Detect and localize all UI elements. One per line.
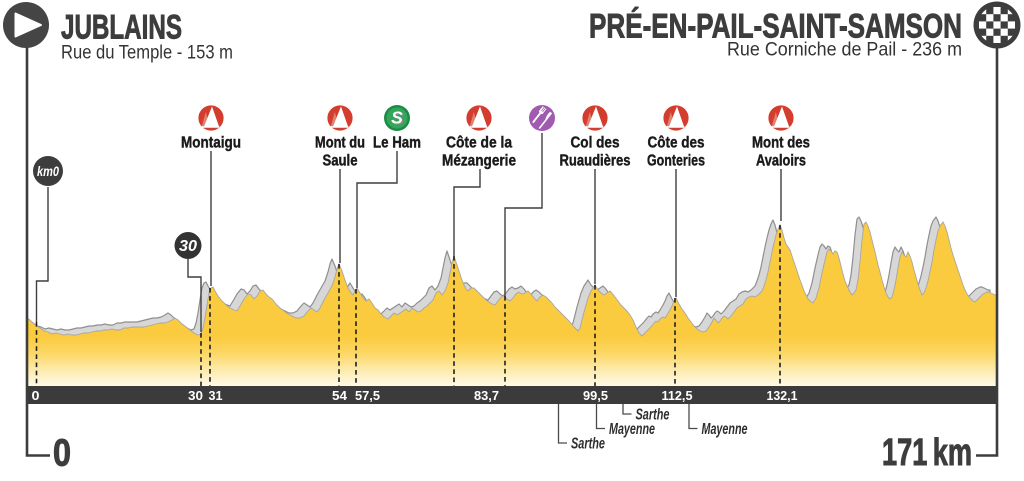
svg-text:Mont des: Mont des — [752, 135, 810, 152]
svg-text:Côte des: Côte des — [648, 135, 705, 152]
svg-text:Col des: Col des — [571, 135, 620, 152]
svg-text:30: 30 — [179, 238, 197, 255]
svg-text:S: S — [392, 108, 404, 128]
svg-text:Ruaudières: Ruaudières — [560, 153, 631, 170]
svg-text:Côte de la: Côte de la — [446, 135, 512, 152]
svg-text:Sarthe: Sarthe — [571, 436, 605, 453]
svg-text:Avaloirs: Avaloirs — [756, 153, 806, 170]
svg-text:Le Ham: Le Ham — [373, 135, 421, 152]
svg-text:57,5: 57,5 — [355, 388, 380, 403]
svg-text:99,5: 99,5 — [583, 388, 608, 403]
svg-text:0: 0 — [32, 388, 40, 403]
svg-text:Mézangerie: Mézangerie — [442, 153, 516, 170]
svg-text:30: 30 — [188, 388, 203, 403]
svg-text:54: 54 — [332, 388, 348, 403]
svg-text:PRÉ-EN-PAIL-SAINT-SAMSON: PRÉ-EN-PAIL-SAINT-SAMSON — [589, 8, 962, 46]
svg-text:132,1: 132,1 — [767, 388, 798, 403]
svg-text:Mayenne: Mayenne — [702, 421, 748, 438]
svg-text:Rue du Temple - 153 m: Rue du Temple - 153 m — [61, 42, 233, 64]
svg-text:0: 0 — [53, 433, 71, 475]
svg-text:112,5: 112,5 — [662, 388, 693, 403]
svg-text:31: 31 — [209, 388, 223, 403]
svg-text:Mont du: Mont du — [315, 135, 365, 152]
svg-text:Sarthe: Sarthe — [636, 407, 670, 424]
svg-text:JUBLAINS: JUBLAINS — [61, 9, 182, 47]
svg-text:km0: km0 — [37, 164, 59, 179]
svg-text:Rue Corniche de Pail - 236 m: Rue Corniche de Pail - 236 m — [727, 39, 962, 61]
svg-text:Saule: Saule — [323, 153, 358, 170]
svg-text:S: S — [391, 107, 403, 127]
svg-text:171 km: 171 km — [882, 432, 972, 474]
svg-text:Gonteries: Gonteries — [647, 153, 705, 170]
svg-text:Montaigu: Montaigu — [181, 135, 241, 152]
svg-text:83,7: 83,7 — [474, 388, 499, 403]
svg-text:Mayenne: Mayenne — [609, 421, 655, 438]
